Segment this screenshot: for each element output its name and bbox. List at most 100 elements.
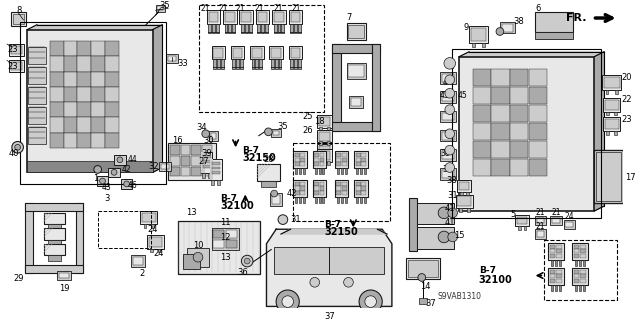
Bar	[57, 271, 70, 280]
Circle shape	[365, 296, 376, 308]
Circle shape	[241, 255, 253, 267]
Bar	[28, 67, 46, 84]
Text: 1: 1	[448, 107, 452, 116]
Bar	[259, 59, 262, 69]
Circle shape	[445, 88, 454, 98]
Bar	[28, 87, 46, 104]
Bar	[555, 260, 557, 266]
Text: 42: 42	[446, 62, 456, 71]
Text: 33: 33	[178, 59, 189, 68]
Bar	[556, 270, 562, 274]
Text: 4: 4	[447, 131, 452, 140]
Bar	[573, 249, 579, 253]
Bar	[26, 203, 33, 273]
Bar	[208, 173, 211, 178]
Bar	[105, 71, 119, 87]
Circle shape	[445, 163, 454, 172]
Text: 16: 16	[172, 136, 182, 145]
Bar	[13, 14, 24, 24]
Text: 21: 21	[273, 4, 283, 13]
Bar	[440, 149, 456, 161]
Circle shape	[117, 157, 123, 163]
Bar	[256, 10, 269, 24]
Bar	[274, 247, 384, 274]
Bar	[344, 168, 346, 174]
Bar	[28, 161, 153, 172]
Text: 32: 32	[148, 162, 159, 171]
Text: 13: 13	[186, 208, 196, 217]
Bar	[471, 28, 486, 41]
Bar	[529, 87, 547, 104]
Bar	[271, 129, 281, 137]
Bar	[559, 285, 561, 291]
Text: 35: 35	[277, 122, 288, 130]
Bar	[319, 156, 322, 160]
Bar	[295, 191, 300, 195]
Bar	[133, 257, 143, 265]
Bar	[605, 100, 618, 110]
Bar	[92, 102, 105, 117]
Bar	[228, 24, 231, 33]
Text: 31: 31	[291, 215, 301, 224]
Bar	[47, 240, 61, 246]
Bar	[372, 44, 380, 131]
Bar	[50, 102, 63, 117]
Bar	[252, 59, 255, 69]
Bar	[342, 153, 346, 157]
Bar	[47, 255, 61, 261]
Bar	[356, 191, 360, 195]
Bar	[300, 197, 301, 203]
Bar	[166, 54, 178, 63]
Bar	[408, 260, 438, 278]
Bar	[225, 24, 227, 33]
Text: 29: 29	[13, 274, 24, 283]
Text: FR.: FR.	[566, 13, 587, 23]
Bar	[332, 44, 340, 131]
Circle shape	[244, 258, 250, 264]
Circle shape	[310, 278, 319, 287]
Bar	[583, 260, 585, 266]
Text: 24: 24	[147, 225, 158, 234]
Bar	[550, 270, 556, 274]
Bar	[278, 59, 282, 69]
Bar	[92, 41, 105, 56]
Bar	[356, 153, 360, 157]
Circle shape	[438, 231, 450, 243]
Bar	[467, 208, 470, 212]
Bar	[77, 102, 92, 117]
Bar	[9, 61, 24, 72]
Text: 42: 42	[287, 189, 297, 198]
Bar	[211, 46, 225, 59]
Bar	[551, 285, 553, 291]
Bar	[492, 141, 509, 159]
Bar	[300, 162, 305, 166]
Bar	[559, 260, 561, 266]
Bar	[492, 123, 509, 140]
Bar	[361, 162, 366, 166]
Bar	[314, 191, 319, 195]
Text: 3: 3	[105, 194, 110, 203]
Bar	[319, 161, 322, 165]
Bar	[105, 41, 119, 56]
Bar	[356, 168, 358, 174]
Bar	[92, 71, 105, 87]
Text: 20: 20	[621, 73, 632, 82]
Bar	[140, 211, 157, 225]
Bar	[291, 48, 300, 57]
Bar	[603, 98, 620, 112]
Text: 23: 23	[621, 115, 632, 124]
Bar	[346, 63, 366, 79]
Bar	[178, 220, 260, 274]
Text: B-7: B-7	[243, 146, 259, 155]
Text: 6: 6	[536, 4, 541, 13]
Bar	[294, 24, 297, 33]
Bar	[332, 44, 380, 53]
Bar	[232, 59, 235, 69]
Bar	[337, 182, 341, 186]
Circle shape	[111, 169, 117, 175]
Text: 5: 5	[510, 210, 515, 219]
Text: 23: 23	[7, 45, 18, 54]
Bar	[356, 182, 360, 186]
Text: 36: 36	[237, 268, 248, 277]
Bar	[580, 279, 586, 283]
